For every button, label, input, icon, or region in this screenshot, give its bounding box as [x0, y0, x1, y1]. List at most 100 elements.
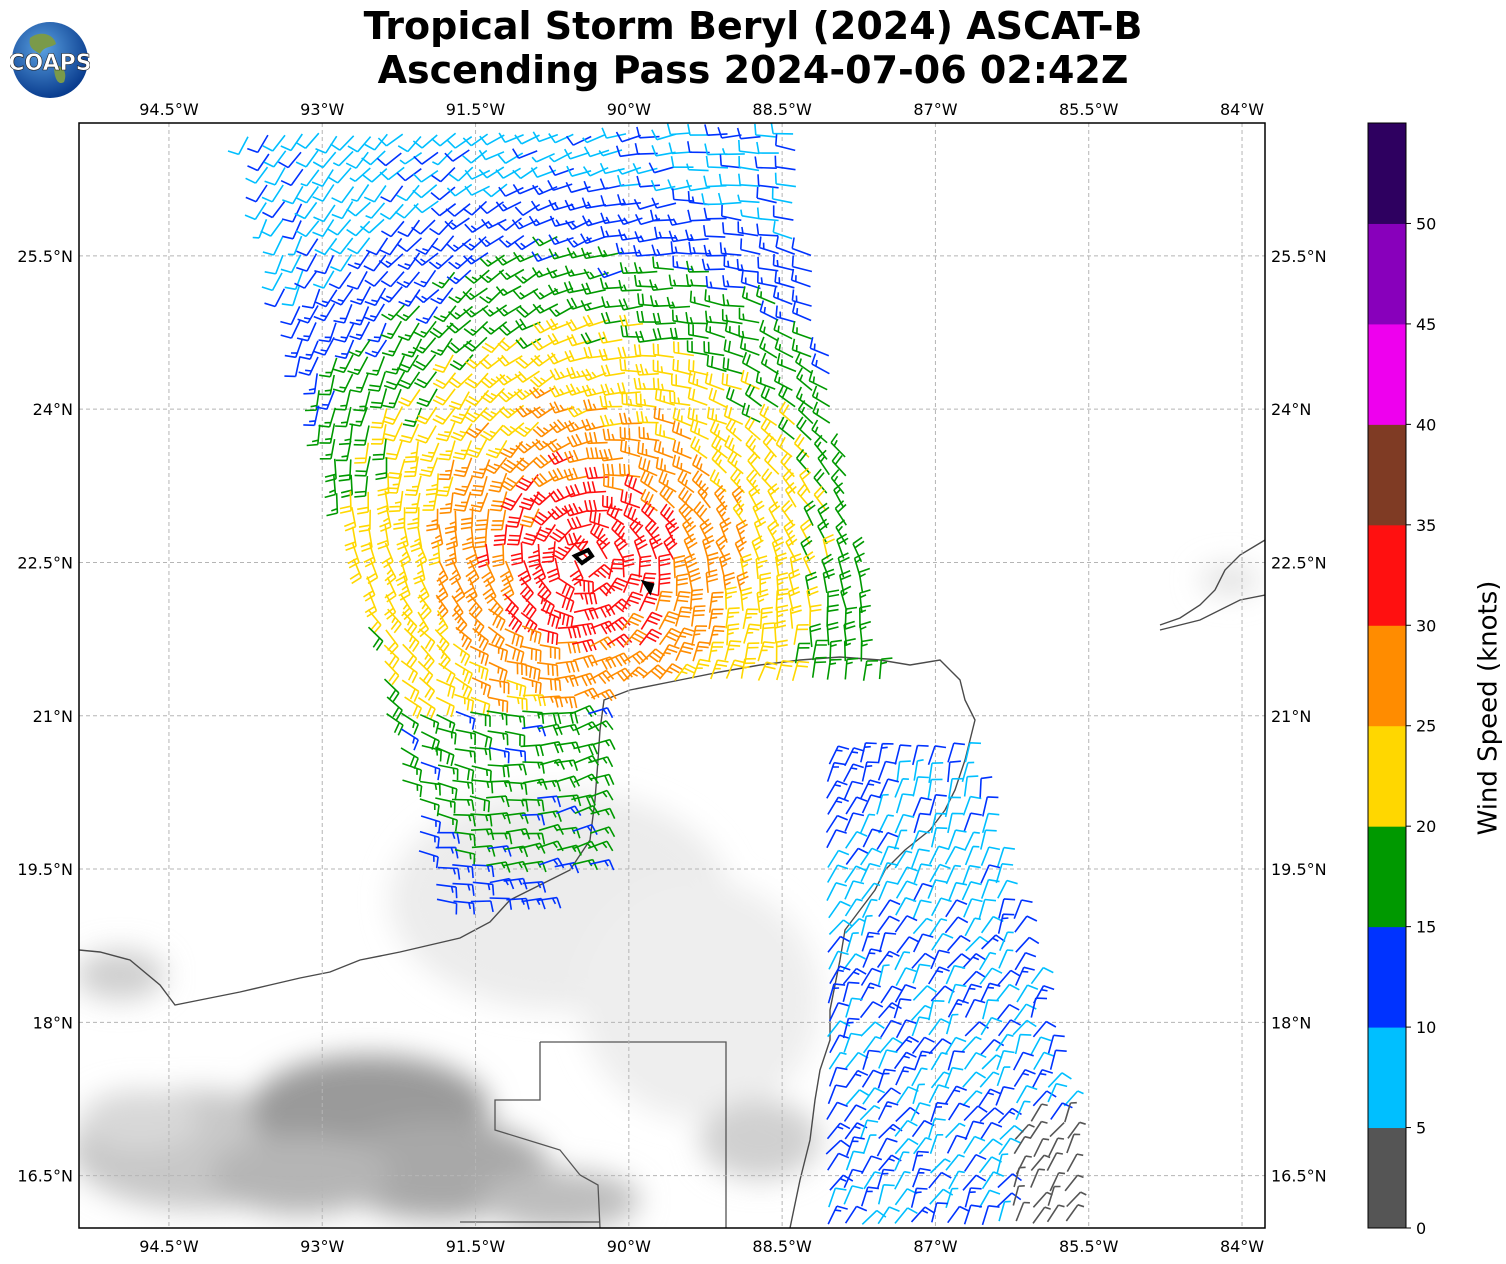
wind-barb	[705, 155, 729, 169]
wind-barb	[620, 489, 641, 509]
wind-barb	[996, 983, 1020, 1001]
wind-barb	[843, 780, 864, 801]
wind-barb	[843, 638, 856, 662]
wind-barb	[811, 385, 831, 408]
right-lat-tick-label: 19.5°N	[1271, 860, 1327, 879]
wind-barb	[828, 1187, 847, 1208]
wind-barb	[589, 773, 615, 787]
wind-barb	[506, 679, 527, 698]
wind-barb	[756, 186, 777, 204]
wind-barb	[489, 593, 504, 619]
wind-barb	[635, 330, 660, 343]
wind-barb	[860, 914, 873, 936]
wind-barb	[930, 949, 950, 970]
wind-barb	[1067, 1121, 1086, 1139]
wind-barb	[428, 541, 441, 566]
wind-barb	[328, 271, 352, 290]
wind-barb	[833, 482, 845, 508]
wind-barb	[280, 254, 302, 274]
wind-barb	[295, 220, 320, 238]
wind-barb	[563, 532, 589, 546]
wind-barb	[1066, 1153, 1084, 1172]
wind-barb	[414, 371, 438, 389]
top-lon-tick-label: 87°W	[913, 100, 957, 119]
wind-barb	[945, 1153, 965, 1171]
wind-barb	[842, 967, 867, 985]
wind-barb	[504, 730, 526, 747]
right-lat-tick-label: 21°N	[1271, 707, 1311, 726]
wind-barb	[669, 391, 691, 406]
wind-barb	[345, 151, 369, 169]
wind-barb	[396, 525, 409, 551]
right-lat-tick-label: 16.5°N	[1271, 1167, 1327, 1186]
wind-barb	[834, 500, 847, 526]
wind-barb	[303, 373, 318, 395]
wind-barb	[928, 1038, 953, 1055]
wind-barb	[947, 829, 967, 850]
wind-barb	[404, 475, 422, 496]
wind-barb	[722, 294, 745, 308]
wind-barb	[1046, 1204, 1065, 1223]
wind-barb	[399, 423, 420, 444]
wind-barb	[300, 169, 320, 187]
wind-barb	[584, 499, 608, 512]
wind-barb	[252, 219, 268, 239]
wind-barb	[691, 454, 710, 477]
wind-barb	[531, 267, 558, 278]
wind-barb	[860, 967, 883, 986]
wind-barb	[462, 287, 488, 301]
wind-barb	[651, 197, 677, 209]
wind-barb	[731, 485, 744, 512]
wind-barb	[539, 695, 564, 708]
wind-barb	[380, 185, 404, 203]
wind-barb	[532, 235, 558, 247]
wind-barb	[488, 472, 508, 493]
colorbar-segment	[1368, 524, 1406, 626]
wind-barb	[396, 271, 421, 289]
wind-barb	[547, 284, 574, 296]
wind-barb	[877, 1068, 896, 1089]
right-lat-tick-label: 22.5°N	[1271, 553, 1327, 572]
wind-barb	[488, 608, 506, 631]
wind-barb	[372, 439, 387, 461]
wind-barb	[386, 696, 403, 721]
wind-barb	[685, 229, 709, 242]
wind-barb	[930, 827, 948, 848]
wind-barb	[430, 524, 444, 549]
wind-barb	[748, 484, 761, 511]
wind-barb	[571, 622, 597, 636]
wind-barb	[724, 586, 737, 610]
wind-barb	[338, 423, 354, 446]
wind-barb	[587, 840, 614, 852]
wind-barb	[313, 302, 336, 322]
wind-barb	[687, 567, 702, 593]
wind-barb	[506, 799, 529, 812]
wind-barb	[997, 879, 1018, 899]
wind-barb	[500, 575, 515, 601]
wind-barb	[877, 1184, 895, 1205]
wind-barb	[827, 935, 851, 953]
wind-barb	[946, 1134, 968, 1154]
wind-barb	[284, 338, 304, 359]
wind-barb	[961, 953, 986, 970]
wind-barb	[813, 434, 828, 460]
wind-barb	[982, 796, 999, 817]
wind-barb	[775, 588, 789, 611]
wind-barb	[591, 688, 617, 702]
colorbar-segment	[1368, 625, 1406, 727]
wind-barb	[498, 322, 524, 336]
wind-barb	[912, 796, 932, 817]
wind-barb	[842, 953, 866, 971]
wind-barb	[912, 882, 934, 902]
wind-barb	[347, 237, 371, 255]
wind-barb	[599, 277, 624, 290]
wind-barb	[675, 573, 689, 597]
wind-barb	[893, 998, 912, 1019]
wind-barb	[829, 639, 843, 662]
wind-barb	[928, 1171, 952, 1189]
wind-barb	[397, 322, 420, 341]
wind-barb	[419, 798, 440, 817]
wind-barb	[978, 1088, 1001, 1107]
wind-barb	[497, 354, 523, 367]
wind-barb	[715, 534, 728, 560]
